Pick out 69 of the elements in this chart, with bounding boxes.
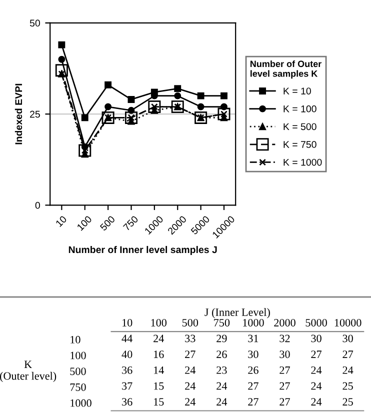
data-label: 24 xyxy=(342,366,354,374)
y-axis-title: K (Outer level) xyxy=(0,360,56,382)
x-tick-label: 1000 xyxy=(243,318,264,326)
data-label: 37 xyxy=(122,382,132,390)
data-label: 15 xyxy=(154,398,164,406)
data-label: 32 xyxy=(280,334,290,342)
x-axis-title: Number of Inner level samples J xyxy=(68,246,217,256)
y-axis-title: Indexed EVPI xyxy=(14,84,22,144)
x-tick-label: 750 xyxy=(122,215,139,232)
data-label: 24 xyxy=(185,398,196,406)
x-tick-label: 2000 xyxy=(274,318,296,326)
y-tick-label: 10 xyxy=(70,336,80,344)
data-label: 33 xyxy=(185,334,196,342)
x-tick-label: 750 xyxy=(214,318,230,326)
data-label: 25 xyxy=(342,382,353,390)
data-label: 31 xyxy=(248,334,258,342)
y-tick-label: 100 xyxy=(70,352,86,360)
x-tick-label: 10 xyxy=(55,215,68,228)
legend-title: Number of Outer level samples K xyxy=(250,60,322,79)
data-label: 16 xyxy=(154,350,164,358)
data-label: 36 xyxy=(122,366,132,374)
data-label: 24 xyxy=(216,382,228,390)
data-label: 30 xyxy=(342,334,353,342)
y-tick-label: 25 xyxy=(30,110,40,118)
data-label: 25 xyxy=(342,398,353,406)
data-label: 24 xyxy=(185,382,196,390)
data-label: 24 xyxy=(311,366,322,374)
data-label: 26 xyxy=(248,366,258,374)
data-label: 27 xyxy=(185,350,196,358)
data-label: 30 xyxy=(311,334,322,342)
data-label: 27 xyxy=(280,366,290,374)
x-tick-label: 5000 xyxy=(306,318,327,326)
legend-label: K = 1000 xyxy=(284,158,322,166)
data-label: 24 xyxy=(311,398,322,406)
data-label: 40 xyxy=(122,350,132,358)
y-tick-label: 50 xyxy=(30,20,40,27)
legend-label: K = 100 xyxy=(284,105,316,112)
legend-label: K = 750 xyxy=(284,141,316,148)
data-label: 24 xyxy=(311,382,322,390)
data-label: 27 xyxy=(248,398,258,406)
x-tick-label: 10000 xyxy=(334,318,362,326)
data-label: 23 xyxy=(216,366,227,374)
data-label: 24 xyxy=(185,366,196,374)
data-label: 30 xyxy=(280,350,290,358)
data-label: 36 xyxy=(122,398,132,406)
y-tick-label: 500 xyxy=(70,368,86,376)
data-label: 26 xyxy=(216,350,227,358)
y-tick-label: 750 xyxy=(70,383,86,391)
data-label: 29 xyxy=(216,334,227,342)
x-tick-label: 500 xyxy=(100,215,116,232)
data-label: 15 xyxy=(154,382,164,390)
data-label: 44 xyxy=(122,334,132,342)
data-label: 30 xyxy=(248,350,258,358)
data-label: 24 xyxy=(216,398,228,406)
data-label: 27 xyxy=(280,398,290,406)
x-tick-label: 500 xyxy=(182,318,198,326)
y-tick-label: 1000 xyxy=(70,399,92,407)
legend-label: K = 10 xyxy=(284,88,311,94)
data-label: 24 xyxy=(154,334,164,342)
data-label: 27 xyxy=(248,382,258,390)
data-label: 27 xyxy=(342,350,354,358)
x-tick-label: 10 xyxy=(122,318,132,326)
data-label: 27 xyxy=(311,350,322,358)
data-label: 27 xyxy=(280,382,290,390)
y-tick-label: 0 xyxy=(35,202,40,209)
x-axis-title: J (Inner Level) xyxy=(204,308,270,318)
legend-label: K = 500 xyxy=(284,123,316,130)
x-tick-label: 100 xyxy=(151,318,167,326)
data-label: 14 xyxy=(154,366,164,374)
